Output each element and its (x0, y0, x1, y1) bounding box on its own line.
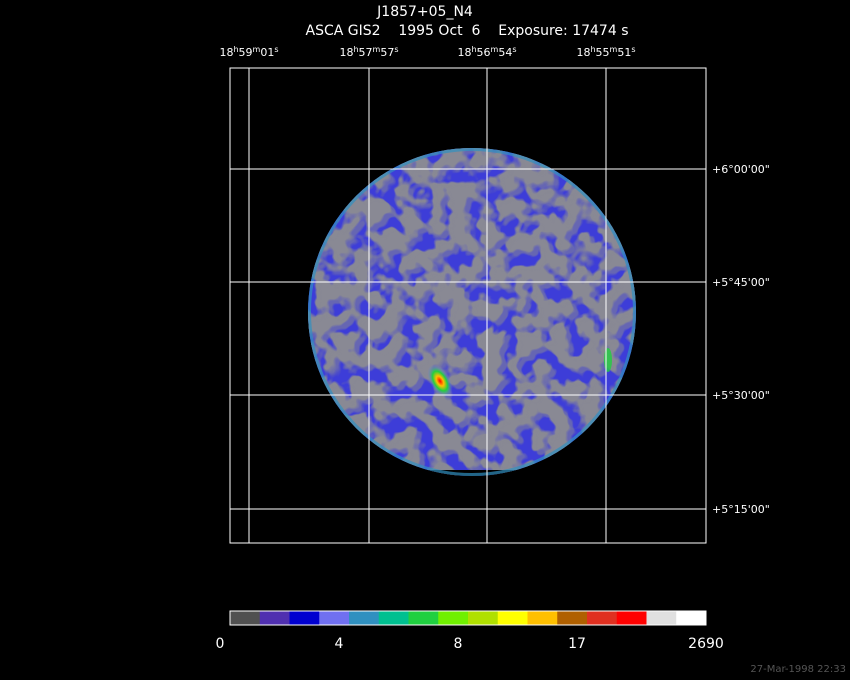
dec-label: +5°15'00" (712, 503, 770, 516)
colorbar-swatch (378, 611, 409, 625)
colorbar-swatch (230, 611, 261, 625)
colorbar-frame (229, 610, 707, 626)
ra-label: 18h57m57s (339, 45, 398, 60)
subtitle: ASCA GIS2 1995 Oct 6 Exposure: 17474 s (306, 23, 629, 39)
colorbar-tick-label: 0 (216, 636, 225, 652)
colorbar-tick-label: 8 (454, 636, 463, 652)
xray-image (308, 148, 636, 476)
colorbar-swatch (438, 611, 469, 625)
dec-label: +6°00'00" (712, 163, 770, 176)
colorbar-swatch (349, 611, 380, 625)
colorbar-swatch (676, 611, 707, 625)
colorbar-swatch (259, 611, 290, 625)
timestamp: 27-Mar-1998 22:33 (750, 664, 846, 675)
colorbar-tick-label: 4 (335, 636, 344, 652)
ra-label: 18h56m54s (457, 45, 516, 60)
colorbar-swatch (616, 611, 647, 625)
colorbar-swatch (587, 611, 618, 625)
ra-label: 18h55m51s (576, 45, 635, 60)
colorbar-swatch (319, 611, 350, 625)
coordinate-grid (229, 67, 707, 544)
colorbar-swatch (527, 611, 558, 625)
colorbar-swatch (408, 611, 439, 625)
ra-label: 18h59m01s (219, 45, 278, 60)
title: J1857+05_N4 (376, 4, 473, 20)
colorbar-swatch (468, 611, 499, 625)
colorbar-swatch (557, 611, 588, 625)
dec-label: +5°45'00" (712, 276, 770, 289)
colorbar-tick-label: 17 (568, 636, 586, 652)
colorbar-swatch (646, 611, 677, 625)
dec-label: +5°30'00" (712, 389, 770, 402)
colorbar-swatch (289, 611, 320, 625)
colorbar-swatch (497, 611, 528, 625)
colorbar-tick-label: 2690 (688, 636, 724, 652)
